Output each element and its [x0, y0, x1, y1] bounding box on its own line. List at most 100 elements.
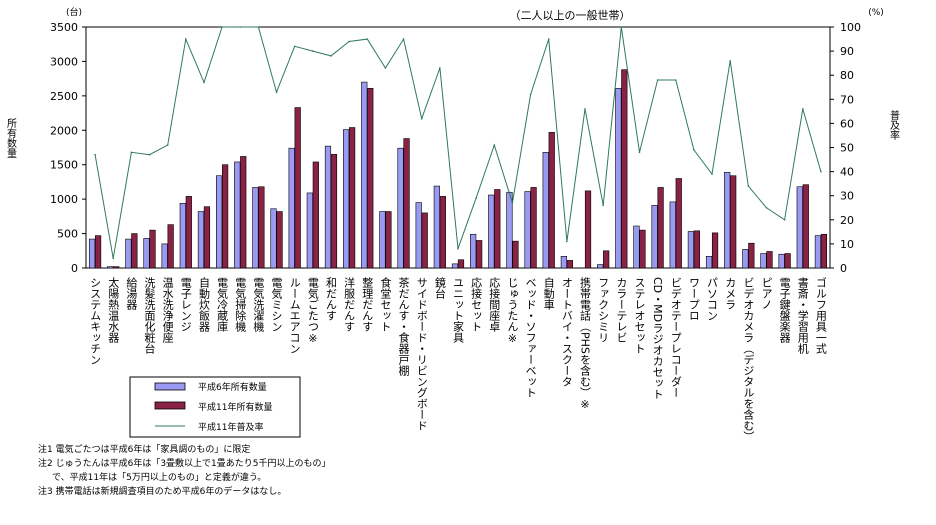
bar-h6-18 [415, 202, 422, 269]
legend-label-rate: 平成11年普及率 [198, 421, 263, 433]
right-axis-unit: (%) [868, 8, 884, 18]
left-axis-ticks: 0 500 1000 1500 2000 2500 3000 3500 [50, 21, 86, 275]
bar-h11-7 [221, 164, 229, 269]
bar-h6-23 [506, 191, 513, 269]
left-tick-label: 3000 [50, 55, 78, 68]
category-label-38: 電子鍵盤楽器 [778, 277, 791, 344]
right-tick-label: 70 [840, 93, 854, 106]
category-label-1: 太陽熱温水器 [107, 277, 120, 344]
rate-point-33 [693, 149, 695, 151]
bar-h11-21 [476, 240, 483, 269]
category-label-14: 洋服だんす [343, 276, 356, 332]
category-label-23: じゅうたん※ [506, 277, 519, 345]
category-label-10: 電気ミシン [270, 277, 283, 332]
category-label-22: 応接間座卓 [488, 276, 501, 332]
bar-h6-11 [288, 147, 295, 269]
rate-point-10 [275, 91, 278, 93]
bar-h6-29 [615, 87, 622, 269]
right-tick-label: 50 [840, 142, 854, 155]
left-tick-label: 500 [57, 228, 78, 241]
right-tick-label: 40 [840, 166, 854, 179]
bar-h6-2 [125, 238, 132, 269]
left-axis-title: 所有数量 [5, 118, 17, 158]
bar-h6-4 [161, 243, 168, 269]
category-label-31: CD・MDラジオカセット [651, 277, 664, 399]
left-tick-label: 2500 [50, 90, 78, 103]
bar-h11-12 [312, 161, 319, 269]
category-label-13: 和だんす [324, 277, 337, 321]
bar-h11-5 [185, 196, 192, 269]
right-tick-label: 100 [840, 21, 861, 34]
bar-h6-13 [324, 145, 332, 269]
note-1: 注1 電気ごたつは平成6年は「家具調のもの」に限定 [38, 445, 251, 455]
rate-point-37 [765, 206, 768, 209]
bar-h6-36 [742, 249, 749, 269]
bar-h6-35 [724, 171, 731, 269]
bar-h6-37 [760, 253, 767, 269]
rate-point-5 [185, 38, 187, 40]
rate-point-22 [493, 144, 496, 146]
note-2: 注2 じゅうたんは平成6年は「3畳敷以上で1畳あたり5千円以上のもの」 [38, 459, 331, 469]
rate-point-23 [511, 202, 514, 204]
rate-point-4 [166, 144, 169, 146]
bar-h6-30 [633, 225, 640, 269]
category-label-19: 鏡台 [433, 276, 446, 299]
rate-point-35 [729, 59, 731, 62]
rate-point-38 [783, 219, 786, 221]
category-label-28: ファクシミリ [597, 277, 610, 343]
right-axis-title: 普及率 [888, 109, 900, 141]
legend-label-h6: 平成6年所有数量 [198, 381, 267, 393]
category-label-15: 整理だんす [361, 276, 374, 332]
bar-h6-14 [343, 129, 350, 269]
left-tick-label: 1000 [50, 193, 78, 206]
bar-h11-25 [548, 132, 555, 269]
left-tick-label: 2000 [50, 124, 78, 137]
bar-h11-30 [639, 229, 646, 269]
bar-h11-29 [621, 69, 628, 269]
rate-point-20 [457, 247, 459, 250]
bar-h6-25 [542, 152, 549, 269]
bar-marks [88, 69, 828, 269]
bar-h11-9 [258, 186, 265, 269]
rate-point-24 [529, 93, 532, 96]
rate-point-31 [656, 79, 659, 81]
category-label-21: 応接セット [470, 276, 483, 332]
category-label-8: 電気掃除機 [234, 277, 247, 333]
bar-h11-39 [802, 184, 809, 269]
bar-h6-17 [397, 147, 404, 269]
bar-h11-40 [820, 233, 828, 269]
rate-point-1 [112, 257, 115, 260]
bar-h6-21 [470, 233, 477, 269]
bar-h6-24 [524, 191, 531, 269]
note-2-cont: で、平成11年は「5万円以上のもの」と定義が違う。 [52, 473, 267, 483]
bar-h11-18 [421, 212, 428, 269]
bar-h11-23 [512, 240, 519, 269]
bar-h11-3 [149, 229, 156, 269]
bar-h11-8 [240, 156, 247, 269]
bar-h11-34 [711, 232, 719, 269]
bar-h11-32 [675, 178, 682, 269]
right-tick-label: 30 [840, 190, 854, 203]
legend-label-h11: 平成11年所有数量 [198, 401, 272, 413]
bar-h11-38 [784, 253, 791, 269]
bar-h6-5 [179, 202, 186, 269]
plot-frame [85, 26, 831, 269]
right-axis-ticks: 0 10 20 30 40 50 60 70 80 90 100 [830, 21, 861, 275]
category-label-5: 電子レンジ [179, 277, 192, 332]
category-label-12: 電気ごたつ※ [306, 277, 319, 345]
rate-point-7 [221, 26, 223, 28]
category-label-39: 書斎・学習用机 [796, 276, 809, 354]
bar-h6-10 [270, 208, 277, 269]
rate-point-17 [402, 38, 405, 40]
bar-h6-9 [252, 187, 259, 269]
rate-point-21 [475, 197, 477, 199]
bar-h6-32 [669, 201, 676, 269]
bar-h11-27 [584, 190, 592, 269]
rate-point-6 [203, 81, 205, 84]
bar-h6-1 [107, 266, 114, 269]
rate-point-0 [94, 153, 96, 156]
bar-h6-22 [488, 194, 495, 269]
rate-point-26 [566, 240, 568, 243]
